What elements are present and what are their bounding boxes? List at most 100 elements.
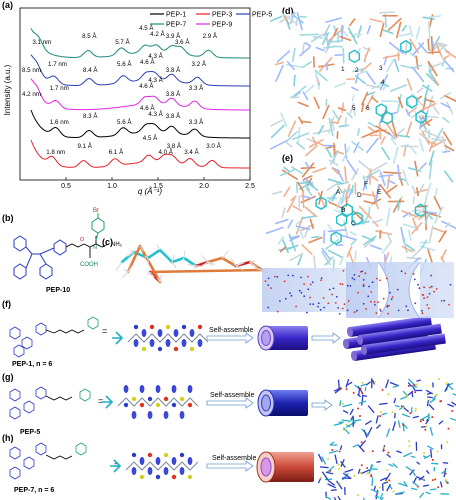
lattice-atom: [445, 479, 447, 482]
lattice-bond: [368, 464, 374, 474]
lattice-bond: [325, 496, 332, 500]
lattice-bond: [375, 424, 381, 429]
bond-stick: [422, 16, 435, 21]
lattice-bond: [373, 485, 377, 491]
lattice-bond: [448, 382, 454, 386]
bond-stick: [341, 146, 351, 162]
lattice-bond: [439, 481, 443, 488]
bond-stick: [357, 160, 373, 172]
peak-label: 3.0 Å: [206, 143, 221, 150]
lattice-atom: [408, 445, 411, 448]
side-group: [123, 385, 129, 393]
lattice-atom: [444, 472, 447, 475]
bond-stick: [348, 31, 357, 38]
bond-stick: [375, 184, 380, 203]
sheet-atom: [303, 283, 305, 285]
lattice-bond: [374, 495, 380, 499]
lattice-atom: [337, 467, 340, 470]
bond-stick: [364, 169, 381, 179]
sheet-atom: [341, 283, 344, 286]
bond-stick: [432, 227, 447, 234]
lattice-atom: [422, 477, 425, 480]
residue: [149, 324, 155, 330]
bond-stick: [386, 59, 395, 73]
lattice-bond: [423, 454, 431, 460]
hydrogen-bond: [139, 245, 144, 252]
sheet-atom: [311, 281, 314, 284]
peak-label: 5.7 Å: [115, 39, 130, 46]
bond-stick: [384, 13, 388, 28]
model-bond: [158, 248, 174, 264]
lattice-atom: [379, 411, 382, 413]
bond-stick: [383, 55, 388, 66]
sheet-atom: [374, 303, 376, 306]
lattice-bond: [341, 473, 349, 481]
peak-label: 4.3 Å: [148, 53, 163, 60]
lattice-atom: [445, 382, 448, 385]
bond-stick: [357, 25, 362, 38]
hydrogen-bond: [187, 263, 197, 267]
lattice-bond: [419, 492, 425, 499]
lattice-bond: [363, 429, 368, 438]
lattice-bond: [443, 467, 447, 478]
bond-stick: [366, 71, 376, 85]
hydrogen-bond: [159, 276, 162, 283]
nanotube-f: [257, 325, 308, 351]
peak-label: 3.8 Å: [166, 91, 181, 98]
lattice-bond: [370, 488, 379, 494]
lattice-bond: [333, 422, 343, 426]
sheet-atom: [421, 312, 424, 315]
bond-stick: [274, 61, 284, 66]
bond-stick: [402, 211, 411, 218]
residue: [139, 474, 145, 480]
sheet-atom: [267, 284, 270, 286]
highlight-ring: [315, 196, 327, 210]
bond-stick: [409, 38, 420, 54]
peak-label: 4.5 Å: [143, 135, 158, 142]
hydrogen-bond: [261, 269, 268, 274]
series-line-pep-3: [30, 139, 250, 169]
bond-stick: [422, 84, 433, 92]
bond-stick: [432, 76, 440, 86]
sheet-atom: [307, 288, 310, 291]
sheet-atom: [287, 274, 290, 277]
bond-stick: [293, 74, 296, 87]
side-group: [163, 467, 169, 475]
bond-stick: [333, 25, 338, 35]
sheet-atom: [435, 288, 438, 290]
lattice-bond: [422, 455, 428, 459]
lattice-bond: [366, 426, 373, 437]
bond-stick: [297, 227, 304, 239]
bond-stick: [281, 169, 298, 180]
sheet-atom: [317, 305, 319, 308]
bond-stick: [332, 259, 335, 273]
peak-label: 3.3 Å: [189, 119, 204, 126]
hydrogen-bond: [235, 265, 244, 271]
bond-stick: [286, 244, 299, 251]
lattice-atom: [382, 449, 385, 452]
lattice-bond: [325, 471, 334, 475]
bond-stick: [290, 195, 297, 201]
bond-stick: [389, 111, 398, 115]
hydrogen-bond: [115, 261, 123, 272]
bond-stick: [356, 128, 361, 136]
bond-stick: [423, 130, 441, 139]
hydrogen-bond: [192, 265, 197, 270]
series-line-pep-5: [30, 54, 250, 87]
lattice-atom: [353, 474, 356, 477]
bond-stick: [378, 11, 396, 14]
lattice-atom: [338, 450, 341, 453]
bond-stick: [373, 129, 387, 133]
model-bond: [194, 260, 210, 268]
lattice-atom: [438, 378, 441, 380]
hydrogen-bond: [200, 261, 209, 268]
lattice-bond: [379, 493, 384, 500]
bond-stick: [406, 78, 413, 91]
sheet-atom: [376, 277, 378, 280]
phenyl-ring-b3: [39, 263, 53, 280]
bond-stick: [319, 56, 333, 72]
bond-stick: [410, 109, 423, 119]
lattice-bond: [451, 401, 456, 406]
